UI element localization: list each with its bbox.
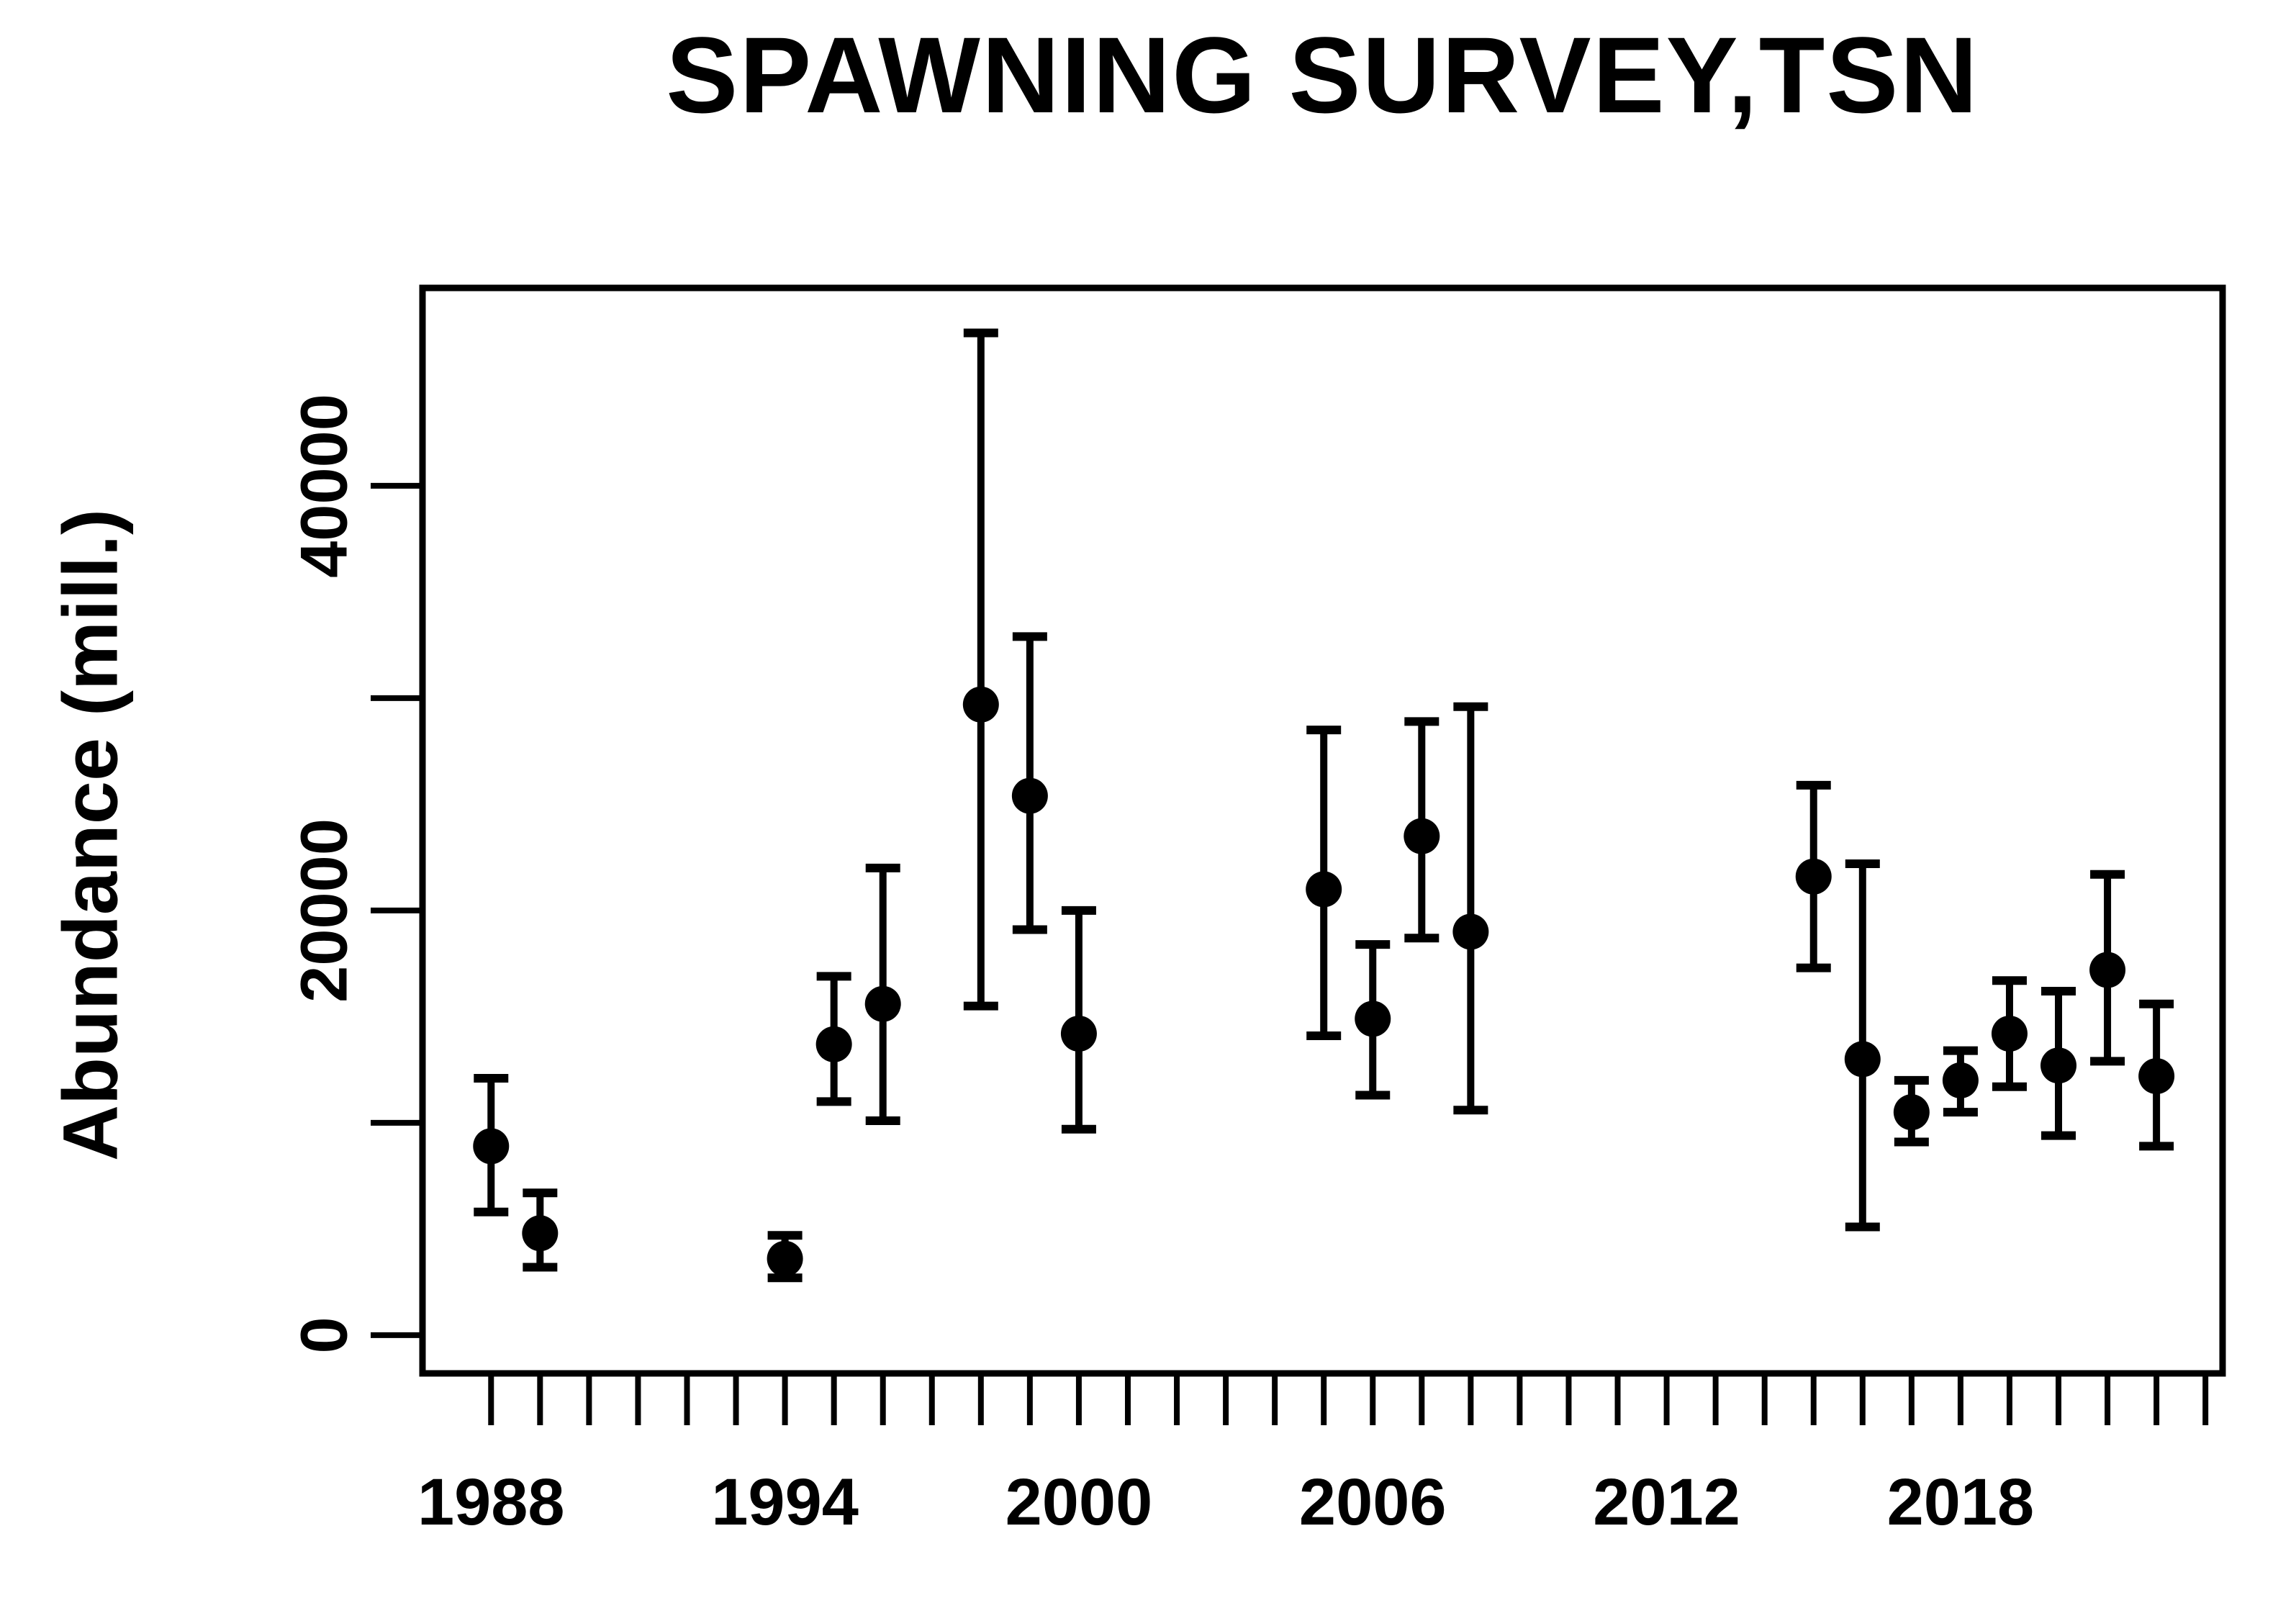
data-point-2006 bbox=[1355, 1001, 1391, 1037]
data-point-1994 bbox=[767, 1240, 803, 1277]
y-tick-label: 20000 bbox=[287, 818, 361, 1003]
data-point-1995 bbox=[815, 1026, 852, 1062]
data-point-2020 bbox=[2040, 1047, 2077, 1084]
x-tick-label: 1988 bbox=[417, 1466, 565, 1539]
x-tick-label: 2012 bbox=[1593, 1466, 1740, 1539]
data-point-2016 bbox=[1844, 1041, 1881, 1078]
y-tick-label: 40000 bbox=[287, 394, 361, 578]
data-point-2021 bbox=[2089, 952, 2126, 988]
y-tick-label: 0 bbox=[287, 1317, 361, 1353]
data-point-2017 bbox=[1893, 1094, 1930, 1131]
data-point-1989 bbox=[522, 1215, 559, 1252]
chart-title: SPAWNING SURVEY,TSN bbox=[666, 14, 1979, 135]
data-point-1988 bbox=[473, 1128, 510, 1165]
x-tick-label: 2018 bbox=[1887, 1466, 2035, 1539]
x-tick-label: 2006 bbox=[1299, 1466, 1447, 1539]
x-tick-label: 1994 bbox=[711, 1466, 859, 1539]
data-point-2007 bbox=[1404, 818, 1440, 854]
data-point-2008 bbox=[1452, 913, 1489, 950]
data-point-2005 bbox=[1306, 871, 1342, 908]
x-tick-label: 2000 bbox=[1005, 1466, 1153, 1539]
data-point-1998 bbox=[962, 686, 999, 723]
data-point-2000 bbox=[1060, 1016, 1097, 1052]
data-point-2015 bbox=[1795, 858, 1832, 895]
data-point-1999 bbox=[1011, 777, 1048, 814]
data-point-1996 bbox=[864, 985, 901, 1022]
data-point-2019 bbox=[1991, 1016, 2028, 1052]
data-point-2018 bbox=[1942, 1062, 1979, 1098]
data-point-2022 bbox=[2138, 1058, 2175, 1095]
